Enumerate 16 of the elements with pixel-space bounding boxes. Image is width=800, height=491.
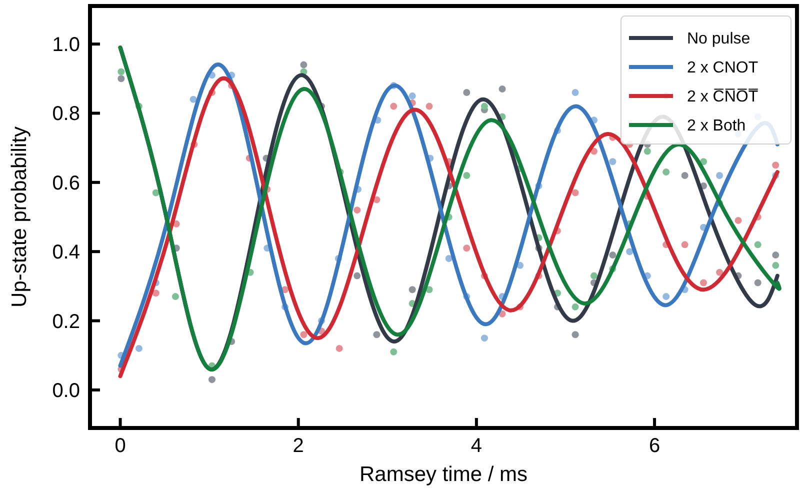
x-tick-label: 6: [648, 435, 660, 457]
y-axis-title: Up-state probability: [8, 126, 31, 308]
y-tick-label: 1.0: [52, 34, 80, 56]
x-tick-label: 4: [470, 435, 482, 457]
y-tick-label: 0.4: [52, 242, 80, 264]
y-tick-label: 0.0: [52, 380, 80, 402]
y-tick-label: 0.2: [52, 310, 80, 333]
y-tick-label: 0.8: [52, 103, 80, 126]
legend-label: 2 x Both: [687, 118, 746, 135]
legend-label: 2 x CNOT: [687, 60, 758, 77]
y-tick-label: 0.6: [52, 172, 80, 194]
legend-label: No pulse: [687, 30, 750, 48]
legend-label: 2 x C̅N̅O̅T̅: [687, 88, 758, 106]
x-tick-label: 0: [114, 435, 126, 457]
x-tick-label: 2: [292, 435, 304, 457]
x-axis-title: Ramsey time / ms: [359, 463, 528, 486]
